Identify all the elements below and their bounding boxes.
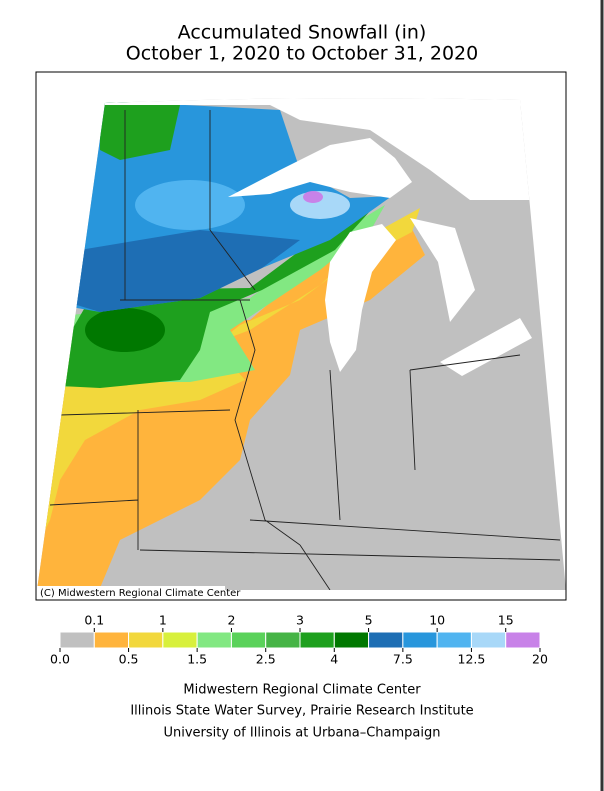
- legend-label: 0.1: [84, 613, 104, 628]
- lake-superior: [228, 100, 530, 200]
- legend-swatch: [59, 631, 95, 649]
- map-frame: [35, 71, 567, 601]
- legend-label: 7.5: [393, 652, 413, 667]
- zone-dark-green: [85, 308, 165, 352]
- legend-label: 5: [365, 613, 373, 628]
- legend-label: 0.5: [119, 652, 139, 667]
- zone-yellow: [37, 208, 420, 560]
- legend-label: 1: [159, 613, 167, 628]
- legend-label: 0.0: [50, 652, 70, 667]
- legend-label: 15: [498, 613, 514, 628]
- footer-line: Midwestern Regional Climate Center: [183, 683, 421, 698]
- footer-line: Illinois State Water Survey, Prairie Res…: [130, 704, 473, 719]
- zone-green-north: [100, 100, 180, 160]
- zone-violet: [303, 191, 323, 203]
- legend-swatch: [436, 631, 472, 649]
- legend-swatch: [196, 631, 232, 649]
- legend-swatch: [162, 631, 198, 649]
- legend-label: 20: [532, 652, 548, 667]
- legend-label: 4: [330, 652, 338, 667]
- legend: 0.0 0.1 0.5 1 1.5 2 2.5 3 4 5 7.5 10 12.5 15 20: [50, 613, 548, 667]
- state-lines: [49, 110, 561, 591]
- legend-label: 12.5: [458, 652, 486, 667]
- legend-swatch: [402, 631, 438, 649]
- copyright-box: [37, 586, 225, 599]
- legend-label: 2.5: [256, 652, 276, 667]
- legend-label: 3: [296, 613, 304, 628]
- footer-line: University of Illinois at Urbana–Champai…: [164, 726, 441, 741]
- legend-swatch: [265, 631, 301, 649]
- zone-orange: [37, 225, 425, 591]
- lake-michigan: [325, 224, 396, 372]
- legend-swatch: [128, 631, 164, 649]
- map: (C) Midwestern Regional Climate Center: [35, 71, 567, 601]
- legend-swatch: [505, 631, 541, 649]
- legend-swatch: [299, 631, 335, 649]
- copyright: (C) Midwestern Regional Climate Center: [40, 588, 241, 599]
- legend-swatch: [368, 631, 404, 649]
- title-line: Accumulated Snowfall (in): [178, 22, 427, 44]
- legend-swatch: [333, 631, 370, 649]
- legend-label: 10: [429, 613, 445, 628]
- zone-dark-blue: [60, 230, 300, 312]
- lake-huron: [410, 218, 475, 322]
- legend-swatch: [230, 631, 267, 649]
- legend-label: 2: [227, 613, 235, 628]
- legend-swatch: [93, 631, 130, 649]
- legend-swatch: [470, 631, 507, 649]
- lake-erie: [440, 318, 532, 376]
- legend-label: 1.5: [187, 652, 207, 667]
- title-line: October 1, 2020 to October 31, 2020: [126, 43, 478, 65]
- zone-light-blue: [135, 180, 245, 230]
